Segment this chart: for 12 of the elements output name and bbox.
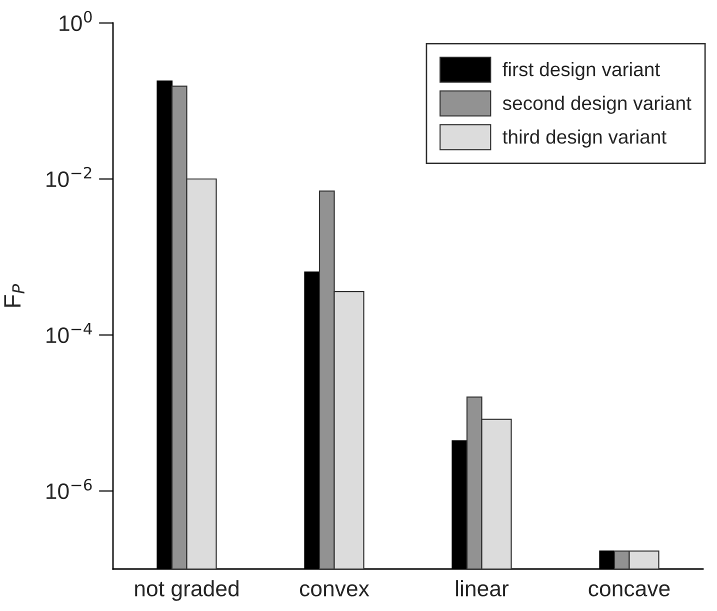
x-tick-label: linear — [456, 580, 509, 596]
legend-label: second design variant — [502, 96, 692, 114]
y-axis-title: F$_{P}$ — [4, 284, 24, 307]
y-tick-label: 10$^{0}$ — [60, 10, 92, 32]
x-tick-label: convex — [300, 584, 370, 596]
x-tick-label: concave — [588, 584, 670, 596]
y-tick-label: 10$^{−2}$ — [46, 166, 92, 188]
legend-label: third design variant — [502, 129, 666, 148]
y-tick-label: 10$^{−4}$ — [46, 323, 92, 344]
x-tick-label: not graded — [135, 580, 238, 601]
y-tick-label: 10$^{−6}$ — [46, 478, 92, 500]
legend-label: first design variant — [502, 62, 660, 80]
